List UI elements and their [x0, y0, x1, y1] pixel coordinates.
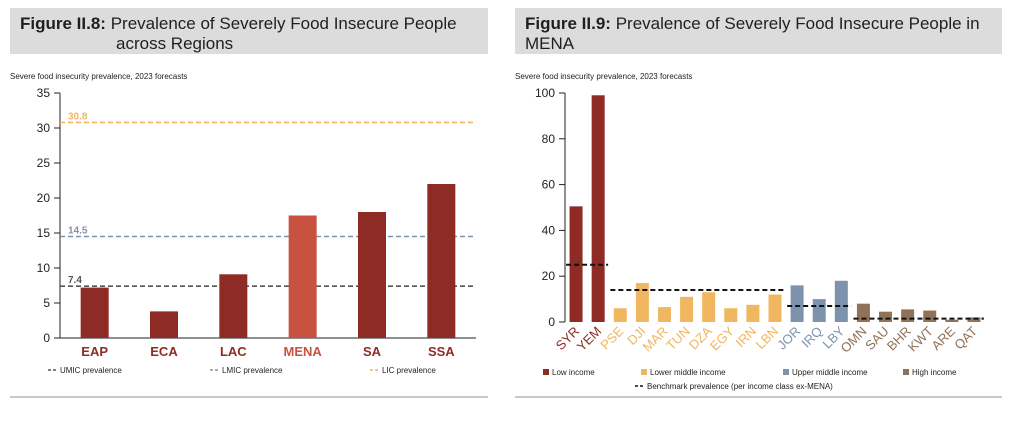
y-tick-label: 0 [43, 331, 50, 345]
legend-label: UMIC prevalence [60, 366, 122, 375]
bar [856, 303, 870, 322]
bar [635, 283, 649, 322]
y-tick-label: 60 [542, 178, 556, 192]
bar [945, 319, 959, 322]
legend-swatch [543, 369, 549, 375]
category-label: PSE [597, 323, 626, 352]
figure-ii8-header: Figure II.8: Prevalence of Severely Food… [10, 8, 488, 54]
category-label: SA [363, 344, 382, 359]
legend-swatch [641, 369, 647, 375]
bar [724, 308, 738, 322]
y-tick-label: 15 [37, 226, 51, 240]
figure-ii9-title-line2: MENA [525, 34, 575, 53]
reference-line-label: 14.5 [68, 226, 88, 237]
bar [427, 184, 456, 338]
figure-ii8-title-line2: across Regions [116, 34, 234, 53]
figure-ii9-subtitle: Severe food insecurity prevalence, 2023 … [515, 72, 693, 81]
legend-swatch [903, 369, 909, 375]
legend-label: Benchmark prevalence (per income class e… [647, 382, 833, 391]
legend-label: Lower middle income [650, 368, 726, 377]
bar [768, 294, 782, 322]
bar [591, 95, 605, 322]
category-label: SSA [428, 344, 455, 359]
bar [879, 311, 893, 322]
bar [613, 308, 627, 322]
reference-line-label: 7.4 [68, 275, 82, 286]
figure-ii8-subtitle: Severe food insecurity prevalence, 2023 … [10, 72, 188, 81]
figure-ii9-chart: 020406080100SYRYEMPSEDJIMARTUNDZAEGYIRNL… [535, 86, 984, 391]
category-label: LBN [753, 324, 781, 352]
y-tick-label: 5 [43, 296, 50, 310]
legend-label: LIC prevalence [382, 366, 436, 375]
y-tick-label: 100 [535, 86, 555, 100]
figure-ii8-label: Figure II.8: [20, 14, 106, 33]
bar [923, 310, 937, 322]
bar [680, 296, 694, 322]
y-tick-label: 20 [37, 191, 51, 205]
legend-label: High income [912, 368, 957, 377]
y-tick-label: 30 [37, 121, 51, 135]
bar [812, 299, 826, 322]
bar [80, 287, 109, 338]
bar [901, 309, 915, 322]
category-label: QAT [951, 323, 980, 352]
category-label: LAC [220, 344, 247, 359]
bar [219, 274, 248, 338]
legend-label: Low income [552, 368, 595, 377]
y-tick-label: 25 [37, 156, 51, 170]
y-tick-label: 35 [37, 86, 51, 100]
category-label: MENA [284, 344, 323, 359]
bar [967, 317, 981, 322]
y-tick-label: 10 [37, 261, 51, 275]
figure-ii9-label: Figure II.9: [525, 14, 611, 33]
reference-line-label: 30.8 [68, 111, 88, 122]
bar [790, 285, 804, 322]
figure-ii9-title-line1: Prevalence of Severely Food Insecure Peo… [615, 14, 980, 33]
legend-label: LMIC prevalence [222, 366, 283, 375]
bar [288, 215, 317, 338]
bar [702, 292, 716, 322]
y-tick-label: 80 [542, 132, 556, 146]
legend-label: Upper middle income [792, 368, 868, 377]
figure-ii9-panel: Figure II.9: Prevalence of Severely Food… [515, 8, 1002, 398]
bar [150, 311, 178, 338]
bar [834, 280, 848, 322]
bar [657, 307, 671, 322]
category-label: IRQ [798, 324, 825, 351]
bar [746, 304, 760, 322]
figure-ii9-header: Figure II.9: Prevalence of Severely Food… [515, 8, 1002, 54]
category-label: EAP [81, 344, 108, 359]
y-tick-label: 20 [542, 269, 556, 283]
figure-ii8-panel: Figure II.8: Prevalence of Severely Food… [10, 8, 488, 398]
y-tick-label: 40 [542, 223, 556, 237]
category-label: IRN [733, 324, 759, 350]
category-label: ECA [150, 344, 178, 359]
bar [358, 212, 386, 338]
figure-ii8-title-line1: Prevalence of Severely Food Insecure Peo… [110, 14, 457, 33]
figure-ii8-chart: 0 5 10 15 20 25 30 35 7.4 14.5 30.8 EAP ECA LAC MENA SA… [37, 86, 476, 375]
y-tick-label: 0 [548, 315, 555, 329]
legend-swatch [783, 369, 789, 375]
